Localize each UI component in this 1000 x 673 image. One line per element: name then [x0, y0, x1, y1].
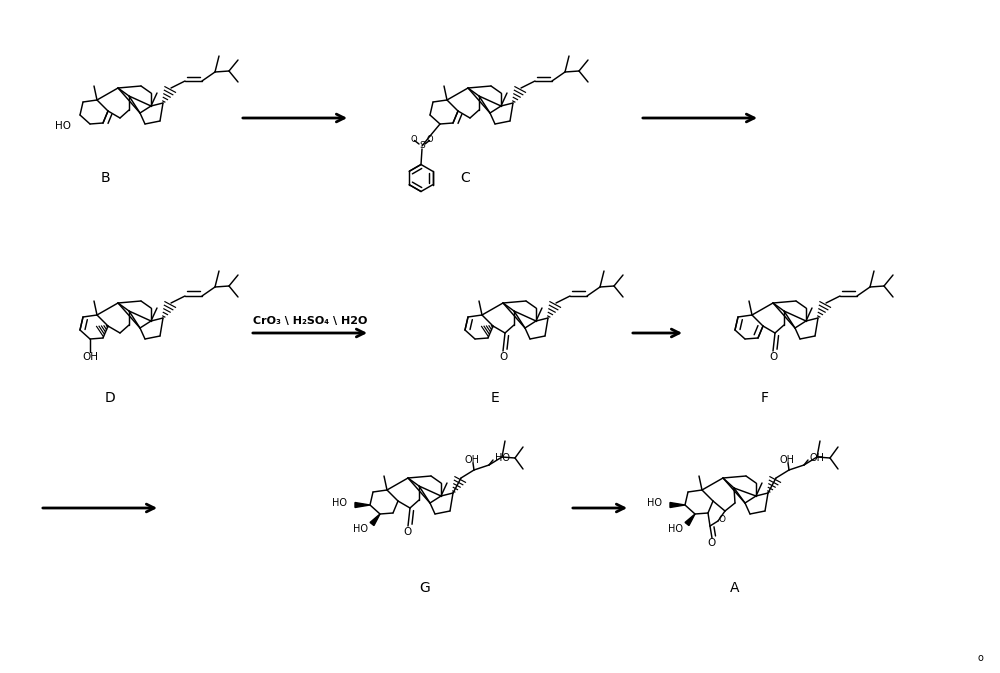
Text: G: G	[420, 581, 430, 595]
Text: OH: OH	[464, 455, 479, 465]
Text: O: O	[404, 527, 412, 537]
Text: D: D	[105, 391, 115, 405]
Text: O: O	[769, 352, 777, 362]
Text: HO: HO	[332, 499, 347, 509]
Text: C: C	[460, 171, 470, 185]
Text: OH: OH	[810, 453, 825, 463]
Text: E: E	[491, 391, 499, 405]
Polygon shape	[355, 503, 370, 507]
Polygon shape	[370, 514, 380, 526]
Text: HO: HO	[55, 121, 71, 131]
Text: O: O	[708, 538, 716, 548]
Text: OH: OH	[779, 455, 794, 465]
Text: B: B	[100, 171, 110, 185]
Text: CrO₃ \ H₂SO₄ \ H2O: CrO₃ \ H₂SO₄ \ H2O	[253, 316, 367, 326]
Text: HO: HO	[495, 453, 510, 463]
Text: O: O	[411, 135, 417, 145]
Text: O: O	[499, 352, 507, 362]
Text: F: F	[761, 391, 769, 405]
Text: O: O	[427, 135, 433, 145]
Polygon shape	[670, 503, 685, 507]
Text: o: o	[977, 653, 983, 663]
Polygon shape	[685, 514, 695, 526]
Text: HO: HO	[353, 524, 368, 534]
Text: OH: OH	[82, 352, 98, 362]
Text: HO: HO	[647, 499, 662, 509]
Text: A: A	[730, 581, 740, 595]
Text: HO: HO	[668, 524, 683, 534]
Text: O: O	[718, 514, 726, 524]
Text: S: S	[419, 141, 425, 150]
